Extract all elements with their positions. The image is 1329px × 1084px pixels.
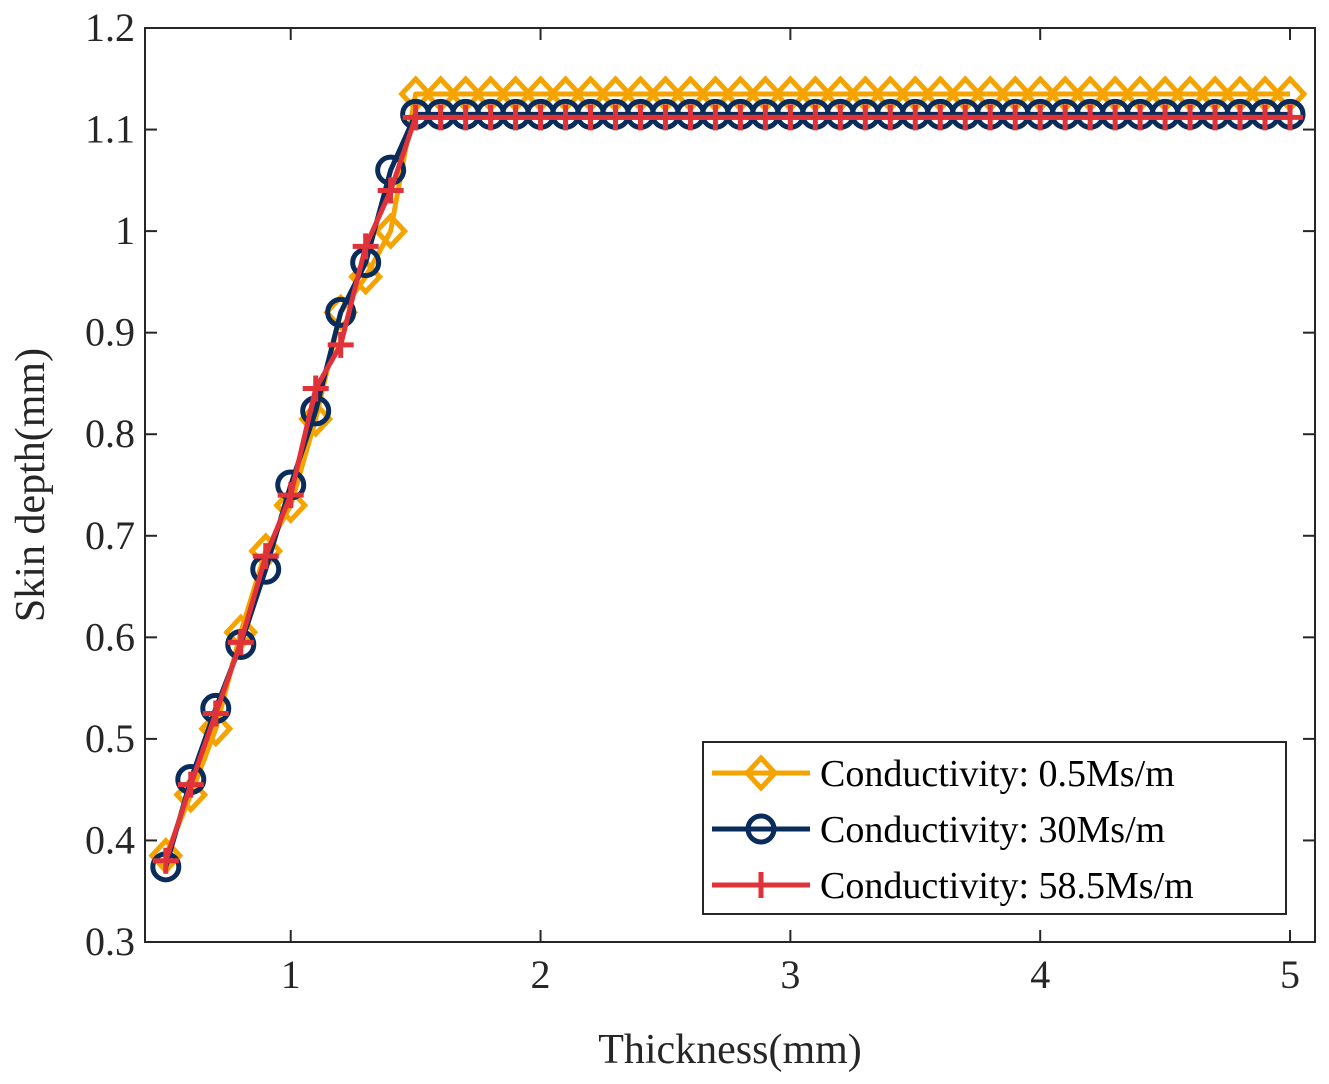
data-point-plus	[502, 104, 529, 131]
data-point-plus	[752, 104, 779, 131]
data-point-plus	[477, 104, 504, 131]
data-point-diamond	[298, 400, 334, 438]
data-point-plus	[427, 104, 454, 131]
x-axis-title: Thickness(mm)	[598, 1027, 862, 1073]
y-tick-label: 0.8	[85, 411, 135, 456]
data-point-plus	[1027, 104, 1054, 131]
data-point-plus	[1002, 104, 1029, 131]
legend-label: Conductivity: 58.5Ms/m	[820, 865, 1194, 907]
data-point-plus	[1102, 104, 1129, 131]
data-point-circle	[325, 296, 357, 328]
data-point-plus	[727, 104, 754, 131]
data-point-plus	[302, 375, 329, 402]
data-point-plus	[852, 104, 879, 131]
y-tick-label: 1.1	[85, 107, 135, 152]
legend-label: Conductivity: 0.5Ms/m	[820, 753, 1175, 795]
data-point-plus	[227, 629, 254, 656]
data-point-plus	[402, 104, 429, 131]
data-point-plus	[377, 177, 404, 204]
data-point-plus	[552, 104, 579, 131]
data-point-plus	[1252, 104, 1279, 131]
data-point-plus	[527, 104, 554, 131]
data-point-diamond	[373, 212, 409, 250]
data-point-plus	[352, 233, 379, 260]
data-point-plus	[627, 104, 654, 131]
data-point-plus	[1277, 104, 1304, 131]
y-tick-label: 1.2	[85, 5, 135, 50]
data-point-plus	[1052, 104, 1079, 131]
series-layer	[148, 75, 1308, 883]
data-point-plus	[202, 700, 229, 727]
y-tick-label: 0.3	[85, 919, 135, 964]
legend: Conductivity: 0.5Ms/m Conductivity: 30Ms/…	[702, 741, 1287, 915]
data-point-diamond	[198, 710, 234, 748]
ticks-layer: 1 2 3 4 5 0.3 0.4 0.5 0.6 0.7 0.8 0.9 1 1.1 1.2	[85, 5, 1315, 997]
x-tick-label: 5	[1280, 952, 1300, 997]
data-point-plus	[327, 331, 354, 358]
series-3	[152, 104, 1304, 874]
data-point-plus	[1177, 104, 1204, 131]
legend-item: Conductivity: 58.5Ms/m	[712, 865, 1194, 907]
y-tick-label: 0.6	[85, 614, 135, 659]
data-point-plus	[152, 847, 179, 874]
data-point-plus	[748, 872, 774, 898]
data-point-plus	[802, 104, 829, 131]
data-point-plus	[677, 104, 704, 131]
y-tick-label: 0.9	[85, 310, 135, 355]
data-point-plus	[277, 482, 304, 509]
data-point-plus	[577, 104, 604, 131]
data-point-plus	[1127, 104, 1154, 131]
x-tick-label: 1	[281, 952, 301, 997]
data-point-plus	[927, 104, 954, 131]
data-point-plus	[1202, 104, 1229, 131]
data-point-plus	[902, 104, 929, 131]
x-tick-label: 2	[531, 952, 551, 997]
y-tick-label: 0.7	[85, 513, 135, 558]
x-tick-label: 4	[1030, 952, 1050, 997]
legend-item: Conductivity: 30Ms/m	[712, 809, 1165, 851]
data-point-diamond	[273, 486, 309, 524]
data-point-plus	[177, 771, 204, 798]
data-point-plus	[452, 104, 479, 131]
y-tick-label: 1	[115, 208, 135, 253]
data-point-plus	[1077, 104, 1104, 131]
data-point-circle	[745, 813, 777, 845]
data-point-plus	[952, 104, 979, 131]
y-tick-label: 0.5	[85, 716, 135, 761]
data-point-diamond	[743, 754, 779, 792]
data-point-plus	[1227, 104, 1254, 131]
data-point-plus	[777, 104, 804, 131]
legend-label: Conductivity: 30Ms/m	[820, 809, 1165, 851]
data-point-plus	[252, 543, 279, 570]
data-point-plus	[1152, 104, 1179, 131]
y-axis-title: Skin depth(mm)	[8, 348, 54, 622]
legend-item: Conductivity: 0.5Ms/m	[712, 753, 1175, 795]
data-point-plus	[977, 104, 1004, 131]
data-point-plus	[827, 104, 854, 131]
data-point-plus	[877, 104, 904, 131]
data-point-plus	[702, 104, 729, 131]
y-tick-label: 0.4	[85, 817, 135, 862]
data-point-plus	[652, 104, 679, 131]
x-tick-label: 3	[780, 952, 800, 997]
data-point-plus	[602, 104, 629, 131]
